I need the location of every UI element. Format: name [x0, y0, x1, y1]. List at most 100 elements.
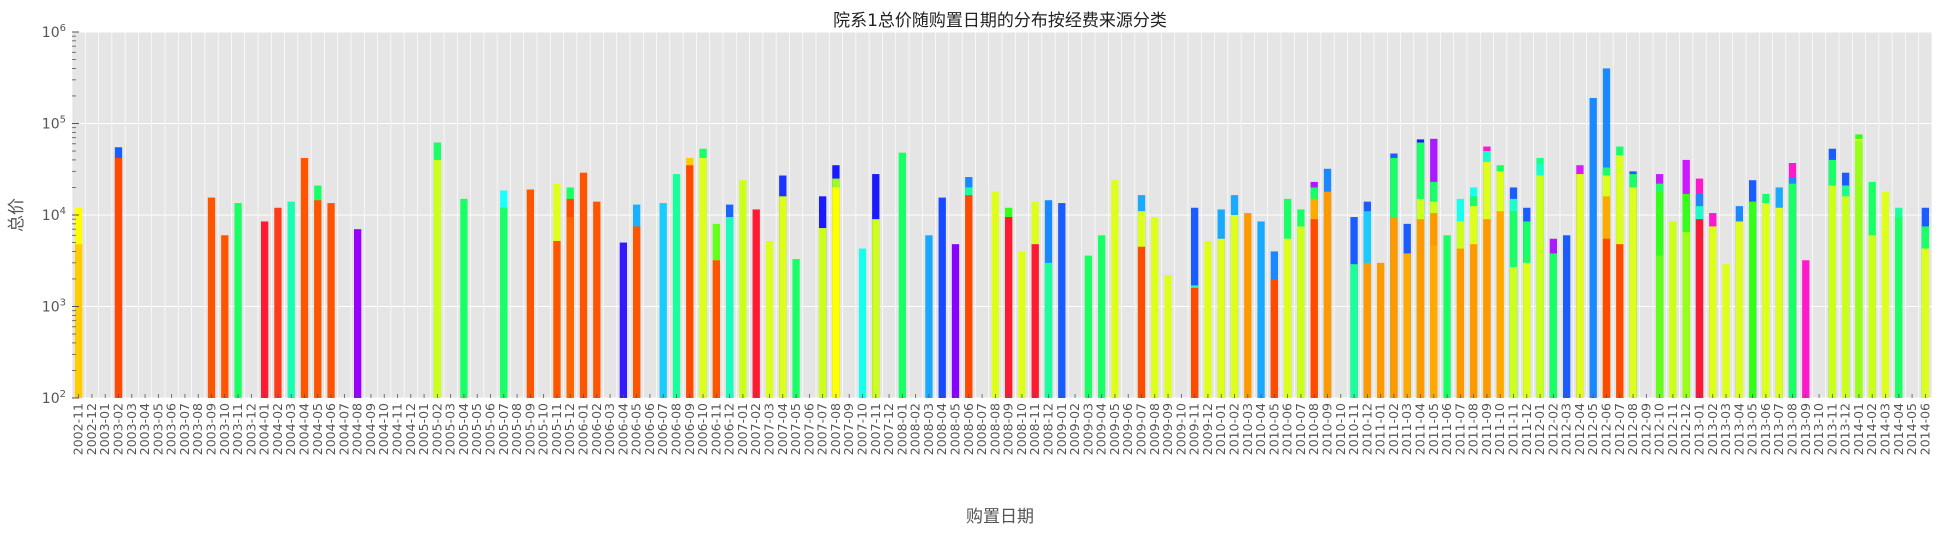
- bar-segment: [991, 191, 1000, 398]
- bar-segment: [1616, 244, 1624, 398]
- x-tick-label: 2009-08: [1147, 403, 1162, 455]
- x-tick-label: 2008-02: [908, 403, 923, 455]
- x-tick-label: 2003-12: [243, 403, 258, 455]
- bar-segment: [1456, 248, 1465, 398]
- bar-segment: [1523, 262, 1531, 398]
- x-tick-label: 2004-03: [283, 403, 298, 455]
- x-tick-label: 2008-10: [1014, 403, 1029, 455]
- bar-segment: [460, 198, 468, 398]
- x-tick-label: 2005-04: [456, 403, 471, 455]
- x-tick-label: 2007-10: [855, 403, 870, 455]
- bar-segment: [1058, 203, 1066, 398]
- x-tick-label: 2010-01: [1213, 403, 1228, 455]
- bar-segment: [1270, 278, 1279, 398]
- x-tick-label: 2010-07: [1293, 403, 1308, 455]
- x-tick-label: 2003-01: [97, 403, 112, 455]
- x-tick-label: 2011-09: [1479, 403, 1494, 455]
- x-tick-label: 2008-08: [987, 403, 1002, 455]
- bar-segment: [1390, 217, 1398, 398]
- x-tick-label: 2013-04: [1731, 403, 1746, 455]
- x-tick-label: 2009-01: [1054, 403, 1069, 455]
- x-tick-label: 2009-10: [1173, 403, 1188, 455]
- x-tick-label: 2013-08: [1785, 403, 1800, 455]
- x-tick-label: 2014-01: [1851, 403, 1866, 455]
- x-tick-label: 2003-10: [217, 403, 232, 455]
- x-tick-label: 2007-01: [735, 403, 750, 455]
- bar-segment: [526, 189, 535, 398]
- bar-segment: [1190, 287, 1199, 398]
- x-tick-label: 2003-04: [137, 403, 152, 455]
- bar-segment: [1031, 244, 1039, 398]
- x-tick-label: 2011-06: [1439, 403, 1454, 455]
- x-tick-label: 2011-02: [1386, 403, 1401, 455]
- x-tick-label: 2013-05: [1745, 403, 1760, 455]
- bar-segment: [1788, 183, 1797, 398]
- x-tick-label: 2005-03: [443, 403, 458, 455]
- x-tick-label: 2012-01: [1532, 403, 1547, 455]
- bar-segment: [1416, 219, 1425, 398]
- x-tick-label: 2003-08: [190, 403, 205, 455]
- x-tick-label: 2007-03: [762, 403, 777, 455]
- bar-segment: [1536, 175, 1544, 398]
- x-axis-label: 购置日期: [966, 507, 1034, 527]
- bar-segment: [1403, 253, 1411, 398]
- bar-segment: [1443, 235, 1451, 398]
- bar-segment: [1044, 262, 1053, 398]
- x-tick-label: 2008-03: [921, 403, 936, 455]
- x-tick-label: 2010-04: [1253, 403, 1268, 455]
- x-tick-label: 2008-09: [1001, 403, 1016, 455]
- x-tick-label: 2008-04: [934, 403, 949, 455]
- bar-segment: [579, 172, 588, 398]
- x-tick-label: 2011-11: [1506, 403, 1521, 455]
- grid-lines: [71, 31, 1933, 399]
- x-tick-label: 2008-07: [974, 403, 989, 455]
- bar-segment: [1283, 238, 1292, 398]
- x-tick-label: 2007-06: [801, 403, 816, 455]
- x-tick-label: 2004-10: [376, 403, 391, 455]
- x-tick-label: 2012-02: [1545, 403, 1560, 455]
- x-tick-label: 2007-12: [881, 403, 896, 455]
- bar-segment: [779, 196, 787, 398]
- bar-segment: [1562, 235, 1571, 398]
- bar-segment: [274, 207, 282, 398]
- bar-segment: [832, 232, 840, 398]
- x-tick-label: 2010-09: [1320, 403, 1335, 455]
- x-tick-label: 2002-12: [84, 403, 99, 455]
- bar-segment: [765, 240, 774, 398]
- bar-segment: [752, 209, 760, 398]
- bar-segment: [686, 165, 694, 398]
- x-tick-label: 2009-12: [1200, 403, 1215, 455]
- x-tick-label: 2014-04: [1891, 403, 1906, 455]
- bar-segment: [792, 259, 800, 398]
- x-tick-label: 2005-12: [562, 403, 577, 455]
- x-tick-label: 2011-07: [1452, 403, 1467, 455]
- bar-segment: [1868, 235, 1876, 398]
- x-tick-label: 2005-10: [536, 403, 551, 455]
- x-tick-label: 2005-11: [549, 403, 564, 455]
- bar-segment: [965, 195, 973, 398]
- x-tick-label: 2009-04: [1094, 403, 1109, 455]
- bar-segment: [1496, 211, 1504, 398]
- x-tick-label: 2006-03: [602, 403, 617, 455]
- x-tick-label: 2012-11: [1665, 403, 1680, 455]
- x-tick-label: 2006-10: [695, 403, 710, 455]
- x-tick-label: 2005-07: [496, 403, 511, 455]
- bar-segment: [74, 244, 83, 398]
- bar-segment: [898, 152, 907, 398]
- bar-segment: [938, 197, 946, 398]
- x-tick-label: 2012-09: [1638, 403, 1653, 455]
- x-tick-label: 2007-09: [841, 403, 856, 455]
- bar-segment: [1921, 248, 1930, 398]
- x-tick-label: 2010-06: [1280, 403, 1295, 455]
- bar-segment: [659, 203, 667, 398]
- x-tick-label: 2011-04: [1413, 403, 1428, 455]
- x-tick-label: 2014-03: [1878, 403, 1893, 455]
- bar-segment: [114, 157, 123, 398]
- bar-segment: [925, 235, 933, 398]
- bar-segment: [500, 207, 508, 398]
- x-tick-label: 2013-11: [1824, 403, 1839, 455]
- x-tick-label: 2004-09: [363, 403, 378, 455]
- y-tick-label: 102: [42, 389, 66, 407]
